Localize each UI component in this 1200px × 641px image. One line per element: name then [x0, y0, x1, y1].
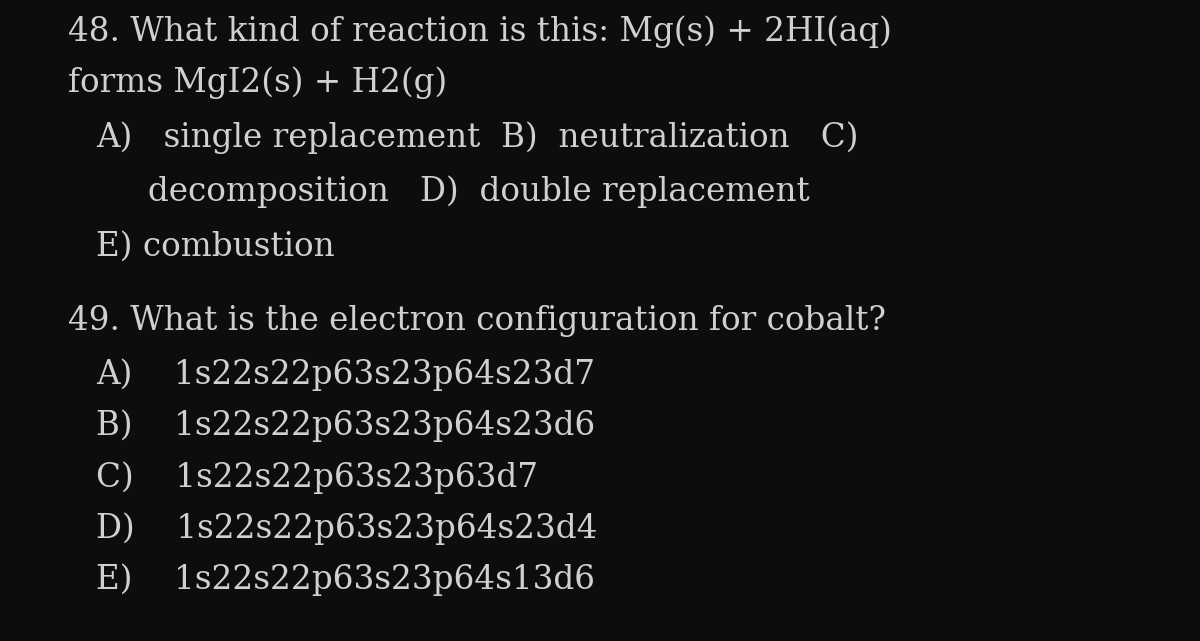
- Text: 48. What kind of reaction is this: Mg(s) + 2HI(aq): 48. What kind of reaction is this: Mg(s)…: [68, 15, 893, 48]
- Text: C)    1s22s22p63s23p63d7: C) 1s22s22p63s23p63d7: [96, 461, 538, 494]
- Text: forms MgI2(s) + H2(g): forms MgI2(s) + H2(g): [68, 67, 448, 99]
- Text: A)    1s22s22p63s23p64s23d7: A) 1s22s22p63s23p64s23d7: [96, 358, 595, 391]
- Text: D)    1s22s22p63s23p64s23d4: D) 1s22s22p63s23p64s23d4: [96, 512, 598, 545]
- Text: decomposition   D)  double replacement: decomposition D) double replacement: [96, 176, 810, 208]
- Text: A)   single replacement  B)  neutralization   C): A) single replacement B) neutralization …: [96, 121, 858, 154]
- Text: E) combustion: E) combustion: [96, 231, 335, 263]
- Text: E)    1s22s22p63s23p64s13d6: E) 1s22s22p63s23p64s13d6: [96, 563, 595, 596]
- Text: B)    1s22s22p63s23p64s23d6: B) 1s22s22p63s23p64s23d6: [96, 410, 595, 442]
- Text: 49. What is the electron configuration for cobalt?: 49. What is the electron configuration f…: [68, 304, 887, 337]
